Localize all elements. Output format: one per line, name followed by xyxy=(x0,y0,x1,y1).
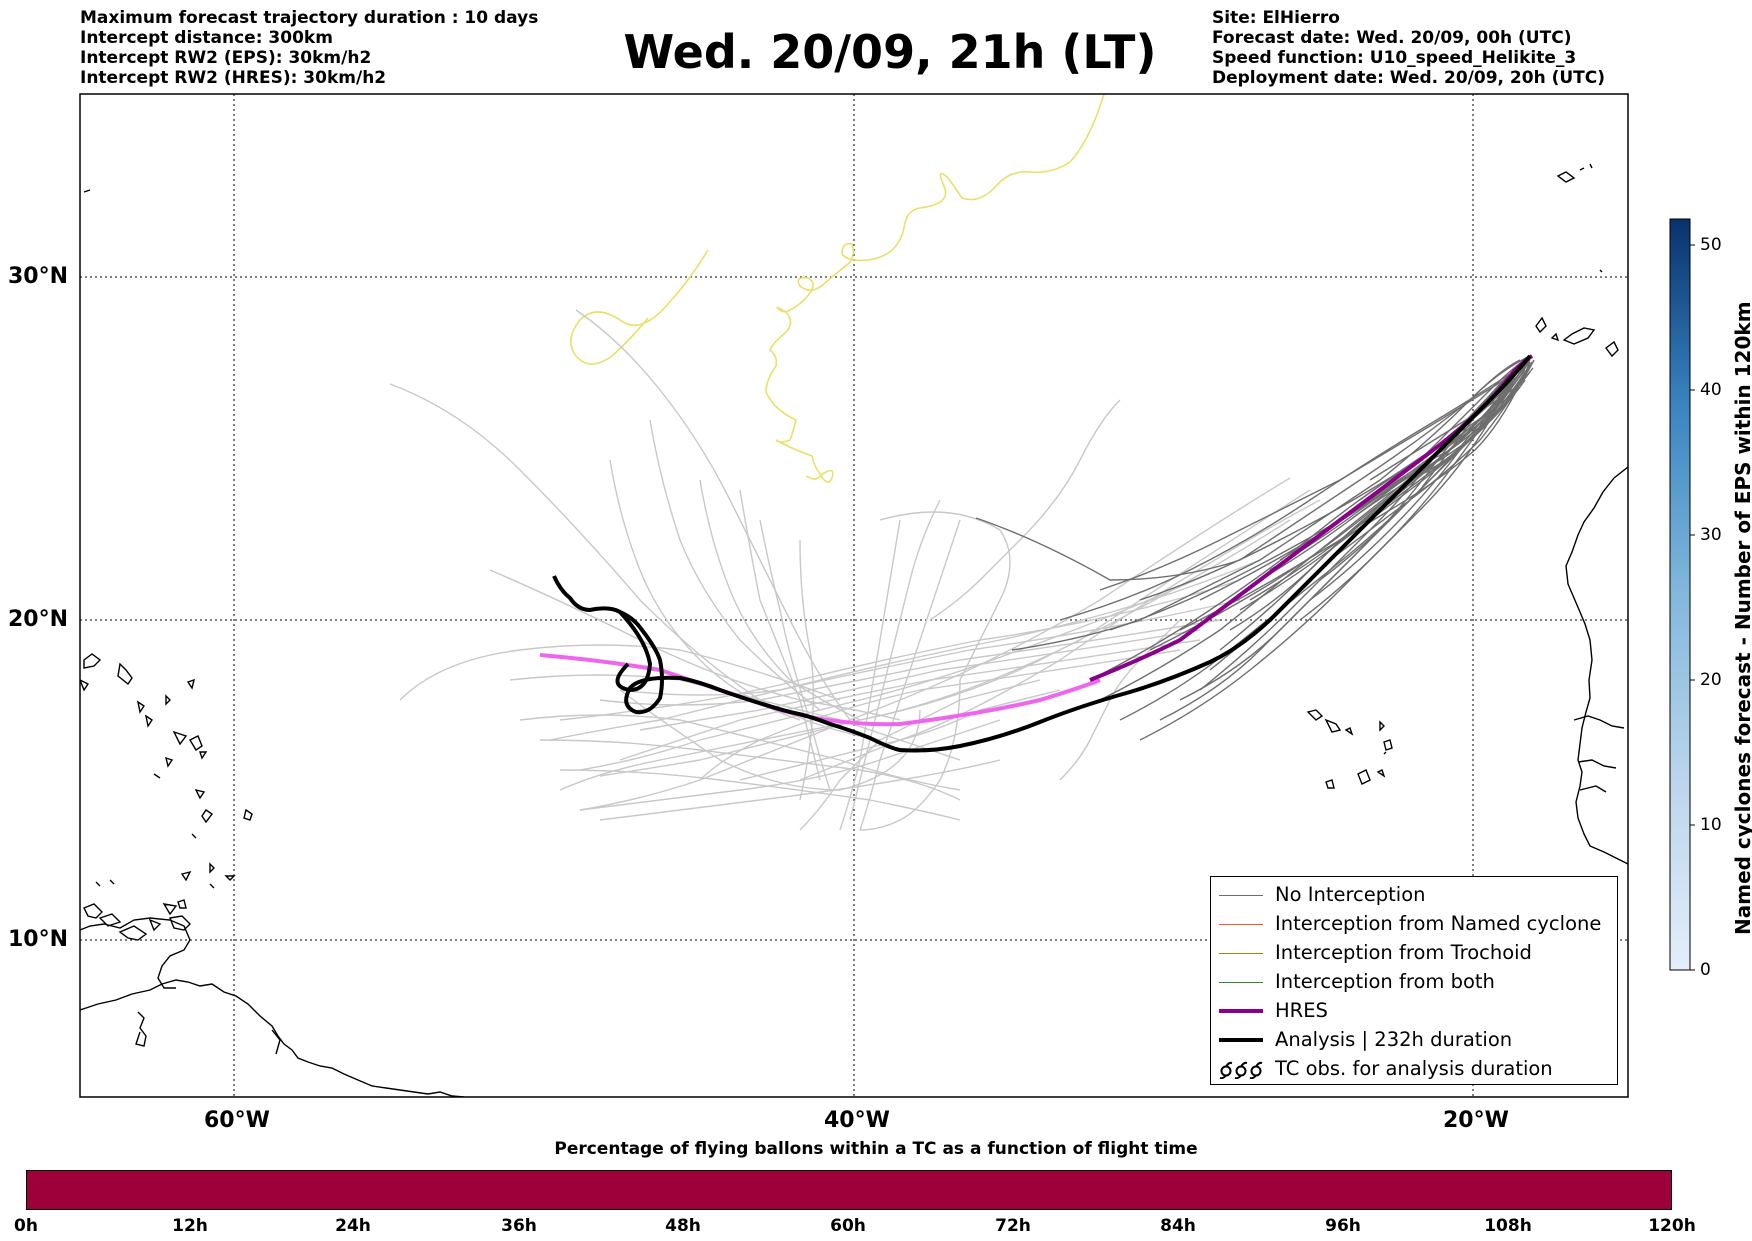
header-info-left: Maximum forecast trajectory duration : 1… xyxy=(80,8,538,88)
coastline-africa xyxy=(1565,466,1628,865)
hbar-tick-12h: 12h xyxy=(172,1216,208,1236)
hbar-tick-48h: 48h xyxy=(665,1216,701,1236)
yellow-tracks xyxy=(570,94,1105,483)
tc-obs-symbol-icon xyxy=(1219,1061,1263,1079)
hbar-tick-84h: 84h xyxy=(1160,1216,1196,1236)
lon-label-60w: 60°W xyxy=(204,1108,270,1133)
colorbar-vertical xyxy=(1669,218,1691,971)
coastline-south-america xyxy=(80,979,465,1097)
legend-item-no-interception: No Interception xyxy=(1211,881,1617,909)
hbar-tick-0h: 0h xyxy=(14,1216,38,1236)
header-max-duration: Maximum forecast trajectory duration : 1… xyxy=(80,8,539,28)
legend-label: TC obs. for analysis duration xyxy=(1275,1057,1553,1080)
coastline-canary-islands xyxy=(1535,316,1619,358)
colorbar-horizontal xyxy=(26,1170,1672,1210)
colorbar-tick-10: 10 xyxy=(1700,815,1722,835)
legend-item-hres: HRES xyxy=(1211,997,1617,1025)
legend-label: Interception from Trochoid xyxy=(1275,941,1532,964)
header-intercept-eps: Intercept RW2 (EPS): 30km/h2 xyxy=(80,48,372,68)
legend-item-named-cyclone: Interception from Named cyclone xyxy=(1211,910,1617,938)
header-site: Site: ElHierro xyxy=(1212,8,1340,28)
hbar-tick-108h: 108h xyxy=(1484,1216,1532,1236)
hbar-tick-120h: 120h xyxy=(1648,1216,1696,1236)
colorbar-tick-20: 20 xyxy=(1700,670,1722,690)
legend-label: HRES xyxy=(1275,999,1328,1022)
coastline-madeira xyxy=(1556,163,1593,183)
legend-label: Analysis | 232h duration xyxy=(1275,1028,1513,1051)
legend-swatch xyxy=(1219,953,1263,954)
page-title: Wed. 20/09, 21h (LT) xyxy=(623,25,1157,79)
no-interception-tracks xyxy=(975,355,1535,741)
header-intercept-hres: Intercept RW2 (HRES): 30km/h2 xyxy=(80,68,387,88)
legend-swatch xyxy=(1219,924,1263,925)
hbar-tick-36h: 36h xyxy=(501,1216,537,1236)
map-legend: No Interception Interception from Named … xyxy=(1210,876,1618,1085)
lat-label-10n: 10°N xyxy=(8,927,69,952)
coastlines xyxy=(80,163,1628,1097)
legend-item-both: Interception from both xyxy=(1211,968,1617,996)
hbar-tick-60h: 60h xyxy=(830,1216,866,1236)
map-frame xyxy=(79,93,1629,1098)
lat-label-30n: 30°N xyxy=(8,264,69,289)
header-speed-function: Speed function: U10_speed_Helikite_3 xyxy=(1212,48,1577,68)
lon-label-20w: 20°W xyxy=(1443,1108,1509,1133)
colorbar-tick-30: 30 xyxy=(1700,525,1722,545)
header-deployment-date: Deployment date: Wed. 20/09, 20h (UTC) xyxy=(1212,68,1606,88)
hbar-tick-72h: 72h xyxy=(995,1216,1031,1236)
legend-label: Interception from both xyxy=(1275,970,1495,993)
header-forecast-date: Forecast date: Wed. 20/09, 00h (UTC) xyxy=(1212,28,1572,48)
eps-member-tracks xyxy=(389,309,1321,831)
legend-swatch xyxy=(1219,1009,1263,1013)
legend-item-analysis: Analysis | 232h duration xyxy=(1211,1026,1617,1054)
legend-swatch xyxy=(1219,895,1263,896)
colorbar-tick-0: 0 xyxy=(1700,960,1711,980)
hbar-tick-24h: 24h xyxy=(335,1216,371,1236)
colorbar-vertical-title: Named cyclones forecast - Number of EPS … xyxy=(1731,301,1752,935)
colorbar-tick-40: 40 xyxy=(1700,380,1722,400)
coastline-lesser-antilles xyxy=(80,189,253,941)
colorbar-tick-50: 50 xyxy=(1700,235,1722,255)
legend-swatch xyxy=(1219,1038,1263,1042)
colorbar-horizontal-title: Percentage of flying ballons within a TC… xyxy=(554,1139,1198,1159)
legend-label: Interception from Named cyclone xyxy=(1275,912,1602,935)
legend-swatch xyxy=(1219,982,1263,983)
lat-label-20n: 20°N xyxy=(8,607,69,632)
legend-item-tc-obs: TC obs. for analysis duration xyxy=(1211,1055,1617,1083)
header-info-right: Site: ElHierro Forecast date: Wed. 20/09… xyxy=(1212,8,1605,88)
legend-item-trochoid: Interception from Trochoid xyxy=(1211,939,1617,967)
lon-label-40w: 40°W xyxy=(824,1108,890,1133)
hbar-tick-96h: 96h xyxy=(1325,1216,1361,1236)
legend-label: No Interception xyxy=(1275,883,1426,906)
analysis-track xyxy=(552,354,1532,753)
header-intercept-distance: Intercept distance: 300km xyxy=(80,28,333,48)
coastline-cape-verde xyxy=(1306,709,1393,789)
